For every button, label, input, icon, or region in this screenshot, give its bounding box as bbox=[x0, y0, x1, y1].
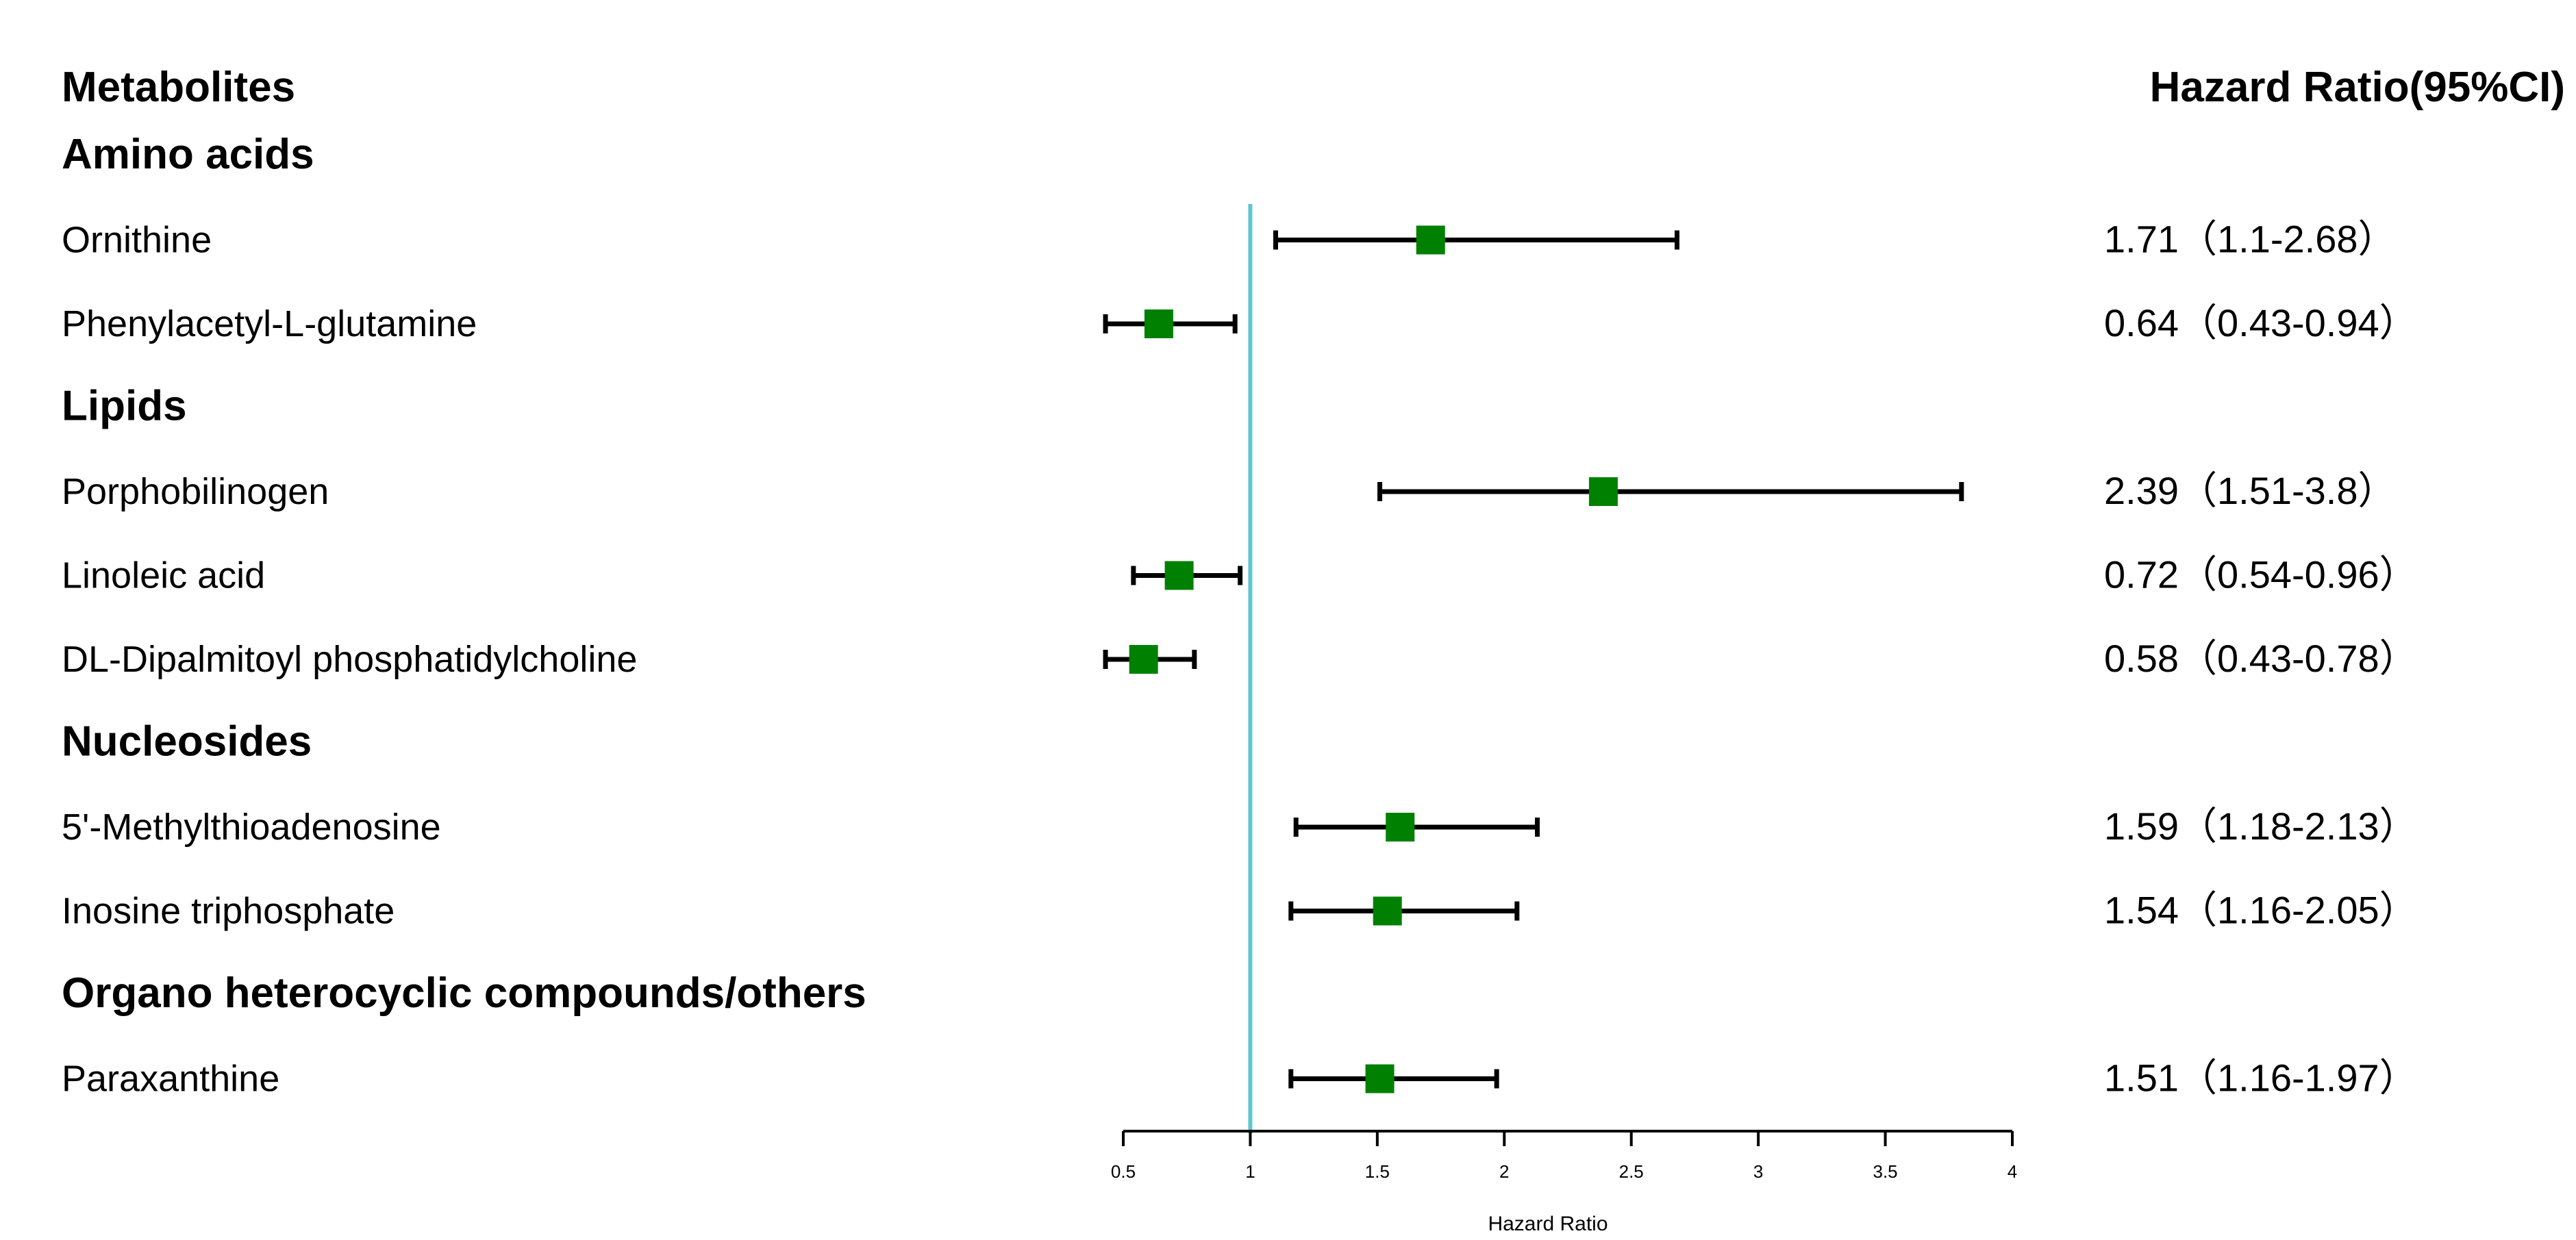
hazard-ratio-header: Hazard Ratio(95%CI) bbox=[2150, 64, 2565, 111]
x-tick-label: 4 bbox=[2008, 1161, 2017, 1182]
hr-marker bbox=[1164, 561, 1194, 590]
group-label: Amino acids bbox=[62, 131, 314, 178]
x-tick-label: 2 bbox=[1499, 1161, 1509, 1182]
x-axis: 0.5 1 1.5 2 2.5 3 3.5 4 bbox=[1111, 1130, 2017, 1182]
hr-value-text: 1.59（1.18-2.13） bbox=[2104, 805, 2418, 848]
group-label: Nucleosides bbox=[62, 718, 312, 765]
hr-value-text: 0.58（0.43-0.78） bbox=[2104, 637, 2418, 680]
group-label: Lipids bbox=[62, 383, 187, 430]
hr-marker bbox=[1144, 309, 1173, 338]
hr-value-text: 0.72（0.54-0.96） bbox=[2104, 553, 2418, 596]
x-tick-label: 3.5 bbox=[1873, 1161, 1897, 1182]
hr-value-text: 0.64（0.43-0.94） bbox=[2104, 301, 2418, 344]
x-axis-label: Hazard Ratio bbox=[1488, 1213, 1608, 1235]
x-tick-label: 1.5 bbox=[1365, 1161, 1390, 1182]
hr-marker bbox=[1588, 477, 1618, 506]
metabolites-header: Metabolites bbox=[62, 64, 295, 111]
forest-rows: Amino acids Lipids Nucleosides Organo heter… bbox=[62, 131, 2418, 1133]
hr-value-text: 1.51（1.16-1.97） bbox=[2104, 1056, 2418, 1100]
hr-marker bbox=[1416, 225, 1445, 255]
hr-value-text: 2.39（1.51-3.8） bbox=[2104, 469, 2396, 512]
hr-marker bbox=[1386, 813, 1415, 842]
hr-marker bbox=[1373, 896, 1402, 926]
metabolite-label: Porphobilinogen bbox=[62, 471, 329, 512]
hr-value-text: 1.71（1.1-2.68） bbox=[2104, 218, 2396, 261]
metabolite-label: Ornithine bbox=[62, 220, 212, 261]
x-tick-label: 0.5 bbox=[1111, 1161, 1136, 1182]
x-tick-label: 2.5 bbox=[1619, 1161, 1644, 1182]
metabolite-label: 5'-Methylthioadenosine bbox=[62, 807, 441, 848]
metabolite-label: Paraxanthine bbox=[62, 1059, 279, 1100]
x-tick-label: 1 bbox=[1245, 1161, 1255, 1182]
hr-marker bbox=[1129, 645, 1158, 674]
hr-value-text: 1.54（1.16-2.05） bbox=[2104, 889, 2418, 932]
metabolite-label: DL-Dipalmitoyl phosphatidylcholine bbox=[62, 639, 637, 680]
hr-marker bbox=[1365, 1064, 1395, 1093]
group-label: Organo heterocyclic compounds/others bbox=[62, 970, 866, 1017]
metabolite-label: Linoleic acid bbox=[62, 555, 265, 596]
metabolite-label: Inosine triphosphate bbox=[62, 891, 395, 932]
metabolite-label: Phenylacetyl-L-glutamine bbox=[62, 303, 477, 344]
x-tick-label: 3 bbox=[1753, 1161, 1763, 1182]
